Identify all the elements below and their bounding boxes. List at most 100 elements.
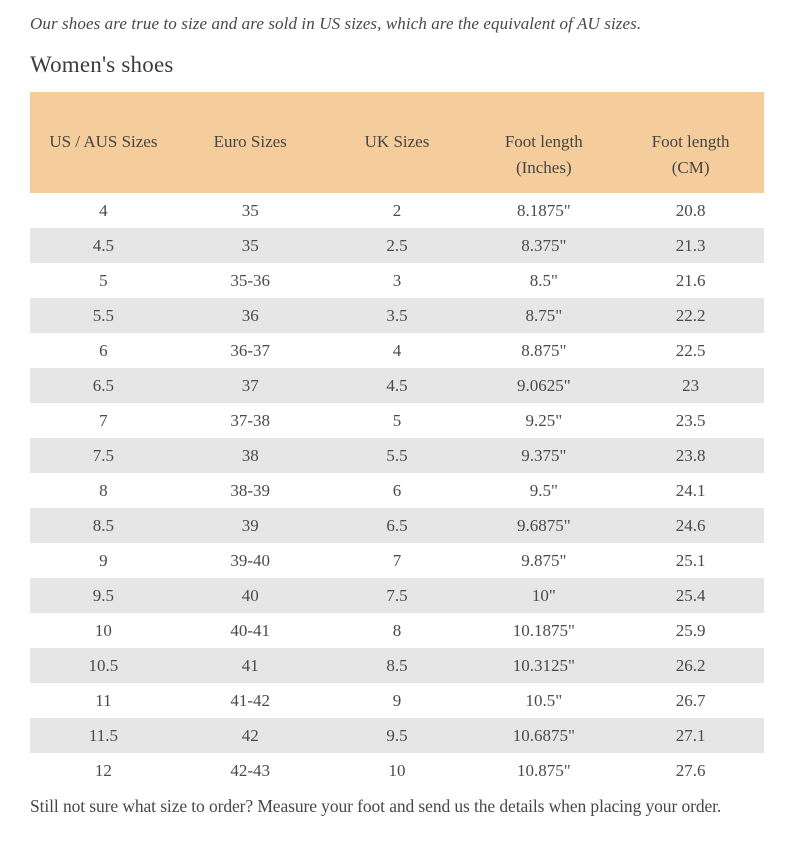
table-row: 8.5 39 6.5 9.6875" 24.6 [30,508,764,543]
footer-note: Still not sure what size to order? Measu… [30,796,722,816]
column-header: US / AUS Sizes [30,92,177,193]
table-cell: 10.875" [470,753,618,788]
table-cell: 8.5" [470,263,618,298]
table-cell: 9 [30,543,177,578]
size-chart-header: US / AUS Sizes Euro Sizes UK Sizes Foot len… [30,92,764,193]
column-header-label: Foot length [651,132,730,151]
table-cell: 7 [323,543,471,578]
table-cell: 23 [617,368,764,403]
page-title: Women's shoes [30,52,174,77]
table-cell: 3 [323,263,471,298]
table-cell: 5 [323,403,471,438]
table-row: 5.5 36 3.5 8.75" 22.2 [30,298,764,333]
table-cell: 5.5 [323,438,471,473]
table-cell: 6 [323,473,471,508]
table-cell: 40 [176,578,324,613]
table-cell: 37-38 [176,403,324,438]
table-cell: 35 [176,228,324,263]
table-cell: 5 [30,263,177,298]
table-cell: 42 [176,718,324,753]
table-cell: 21.6 [617,263,764,298]
table-cell: 4 [323,333,471,368]
column-header: Foot length (Inches) [470,92,618,193]
table-cell: 10 [30,613,177,648]
table-row: 7.5 38 5.5 9.375" 23.8 [30,438,764,473]
table-cell: 4 [30,193,177,228]
table-cell: 42-43 [176,753,324,788]
table-cell: 10.6875" [470,718,618,753]
table-row: 6.5 37 4.5 9.0625" 23 [30,368,764,403]
column-header-label: Euro Sizes [213,132,287,151]
size-chart-table: US / AUS Sizes Euro Sizes UK Sizes Foot len… [30,92,764,788]
table-cell: 40-41 [176,613,324,648]
table-cell: 4.5 [323,368,471,403]
table-row: 12 42-43 10 10.875" 27.6 [30,753,764,788]
table-cell: 36-37 [176,333,324,368]
column-header-sub-label: (Inches) [515,158,572,177]
table-cell: 10 [323,753,471,788]
table-cell: 23.5 [617,403,764,438]
table-cell: 41 [176,648,324,683]
table-cell: 35 [176,193,324,228]
table-cell: 10" [470,578,618,613]
table-row: 11.5 42 9.5 10.6875" 27.1 [30,718,764,753]
table-row: 4.5 35 2.5 8.375" 21.3 [30,228,764,263]
column-header-label: US / AUS Sizes [49,132,158,151]
column-header-sub-label: (CM) [671,158,710,177]
table-cell: 8 [323,613,471,648]
table-cell: 10.3125" [470,648,618,683]
table-cell: 7.5 [30,438,177,473]
table-cell: 9.5" [470,473,618,508]
table-cell: 8.5 [323,648,471,683]
table-cell: 8.1875" [470,193,618,228]
table-row: 9.5 40 7.5 10" 25.4 [30,578,764,613]
table-cell: 20.8 [617,193,764,228]
column-header: Foot length (CM) [617,92,764,193]
column-header: UK Sizes [323,92,471,193]
table-cell: 11.5 [30,718,177,753]
table-cell: 11 [30,683,177,718]
table-cell: 6.5 [323,508,471,543]
table-cell: 9 [323,683,471,718]
table-cell: 22.2 [617,298,764,333]
table-cell: 39-40 [176,543,324,578]
table-cell: 38 [176,438,324,473]
table-cell: 8.875" [470,333,618,368]
table-cell: 9.5 [30,578,177,613]
table-cell: 9.0625" [470,368,618,403]
table-cell: 6.5 [30,368,177,403]
table-cell: 9.875" [470,543,618,578]
table-row: 11 41-42 9 10.5" 26.7 [30,683,764,718]
table-cell: 22.5 [617,333,764,368]
table-cell: 24.6 [617,508,764,543]
table-cell: 3.5 [323,298,471,333]
table-cell: 38-39 [176,473,324,508]
table-cell: 36 [176,298,324,333]
table-cell: 10.1875" [470,613,618,648]
table-cell: 25.9 [617,613,764,648]
table-row: 10.5 41 8.5 10.3125" 26.2 [30,648,764,683]
table-row: 5 35-36 3 8.5" 21.6 [30,263,764,298]
column-header-label: UK Sizes [364,132,430,151]
table-cell: 7 [30,403,177,438]
page-container: Our shoes are true to size and are sold … [0,13,794,817]
table-row: 9 39-40 7 9.875" 25.1 [30,543,764,578]
table-cell: 6 [30,333,177,368]
table-cell: 10.5" [470,683,618,718]
table-cell: 8.375" [470,228,618,263]
header-row: US / AUS Sizes Euro Sizes UK Sizes Foot len… [30,92,764,193]
table-cell: 27.6 [617,753,764,788]
table-cell: 25.1 [617,543,764,578]
size-chart-body: 4 35 2 8.1875" 20.8 4.5 35 2.5 8.375" 21.3 5 35-36 3… [30,193,764,788]
table-cell: 23.8 [617,438,764,473]
table-cell: 41-42 [176,683,324,718]
table-cell: 9.5 [323,718,471,753]
table-cell: 35-36 [176,263,324,298]
table-cell: 8 [30,473,177,508]
column-header: Euro Sizes [176,92,324,193]
table-cell: 9.6875" [470,508,618,543]
table-row: 7 37-38 5 9.25" 23.5 [30,403,764,438]
table-cell: 39 [176,508,324,543]
table-row: 4 35 2 8.1875" 20.8 [30,193,764,228]
table-cell: 9.375" [470,438,618,473]
